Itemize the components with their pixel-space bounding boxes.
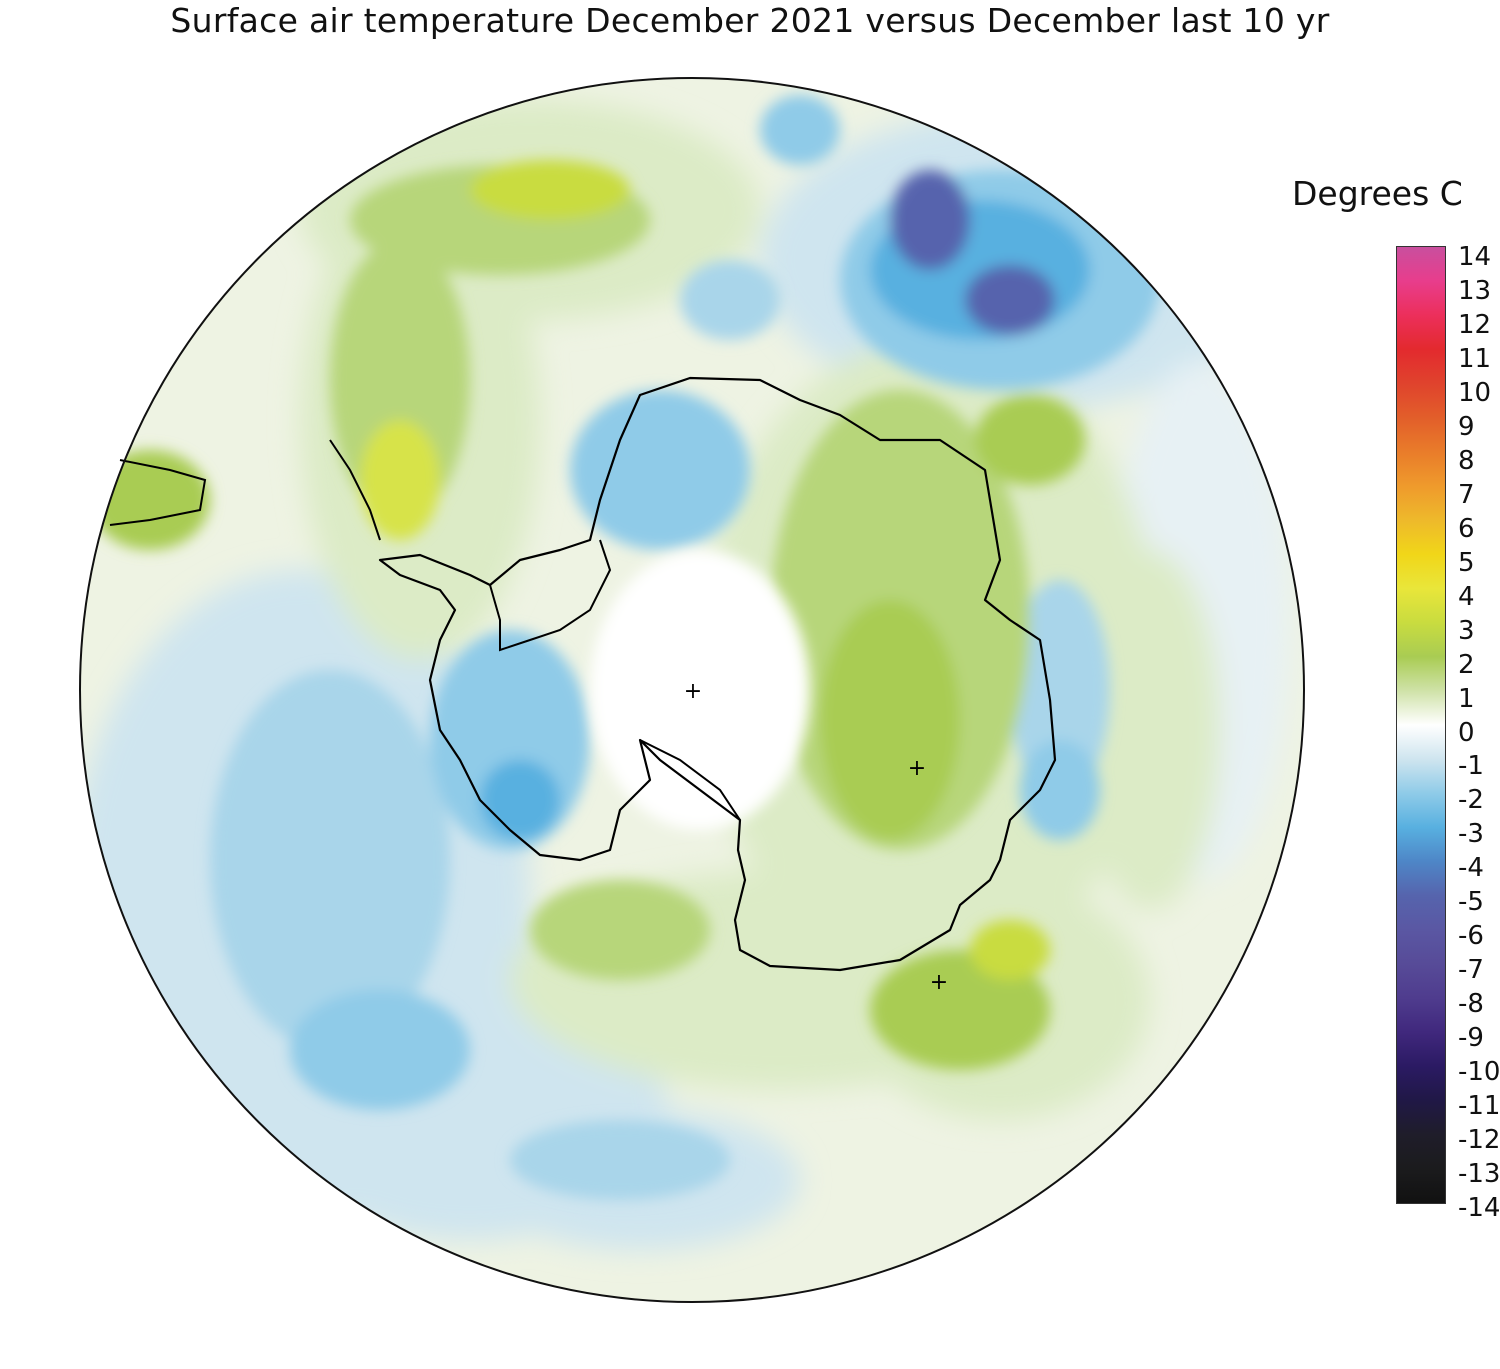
- cross-marker: +: [684, 679, 702, 704]
- colorbar-tick-label: 7: [1458, 479, 1475, 510]
- colorbar-tick-label: -1: [1458, 751, 1484, 782]
- colorbar-tick-label: -3: [1458, 819, 1484, 850]
- ice-shelf-outline: [489, 539, 741, 821]
- map-title: Surface air temperature December 2021 ve…: [170, 1, 1330, 40]
- colorbar-tick-label: -4: [1458, 853, 1484, 884]
- colorbar-tick-label: -12: [1458, 1125, 1500, 1156]
- colorbar-tick-label: 14: [1458, 242, 1492, 272]
- colorbar-tick-label: 5: [1458, 547, 1475, 578]
- colorbar-tick-label: -14: [1458, 1193, 1500, 1223]
- colorbar-tick-label: 12: [1458, 309, 1492, 340]
- colorbar-tick-label: 13: [1458, 275, 1492, 306]
- colorbar-tick-label: -11: [1458, 1091, 1500, 1122]
- colorbar-tick-label: 0: [1458, 717, 1475, 748]
- legend-title: Degrees C: [1292, 174, 1463, 213]
- colorbar-tick-label: 8: [1458, 445, 1475, 476]
- colorbar: [1396, 246, 1446, 1204]
- colorbar-tick-label: 3: [1458, 615, 1475, 646]
- colorbar-tick-label: 9: [1458, 411, 1475, 442]
- cross-marker: +: [908, 756, 926, 781]
- colorbar-tick-label: -7: [1458, 955, 1484, 986]
- colorbar-tick-label: 2: [1458, 649, 1475, 680]
- south-america-tip: [109, 439, 381, 541]
- colorbar-tick-label: -9: [1458, 1023, 1484, 1054]
- colorbar-tick-label: 4: [1458, 581, 1475, 612]
- colorbar-tick-label: -5: [1458, 887, 1484, 918]
- cross-markers: + + +: [684, 679, 948, 995]
- colorbar-tick-label: -6: [1458, 921, 1484, 952]
- colorbar-tick-label: 11: [1458, 343, 1492, 374]
- colorbar-tick-label: 1: [1458, 683, 1475, 714]
- colorbar-tick-label: -10: [1458, 1057, 1500, 1088]
- colorbar-tick-label: -2: [1458, 785, 1484, 816]
- map-border: [79, 77, 1305, 1303]
- cross-marker: +: [930, 970, 948, 995]
- colorbar-tick-label: 6: [1458, 513, 1475, 544]
- colorbar-tick-label: -8: [1458, 989, 1484, 1020]
- colorbar-tick-label: -13: [1458, 1159, 1500, 1190]
- colorbar-tick-label: 10: [1458, 377, 1492, 408]
